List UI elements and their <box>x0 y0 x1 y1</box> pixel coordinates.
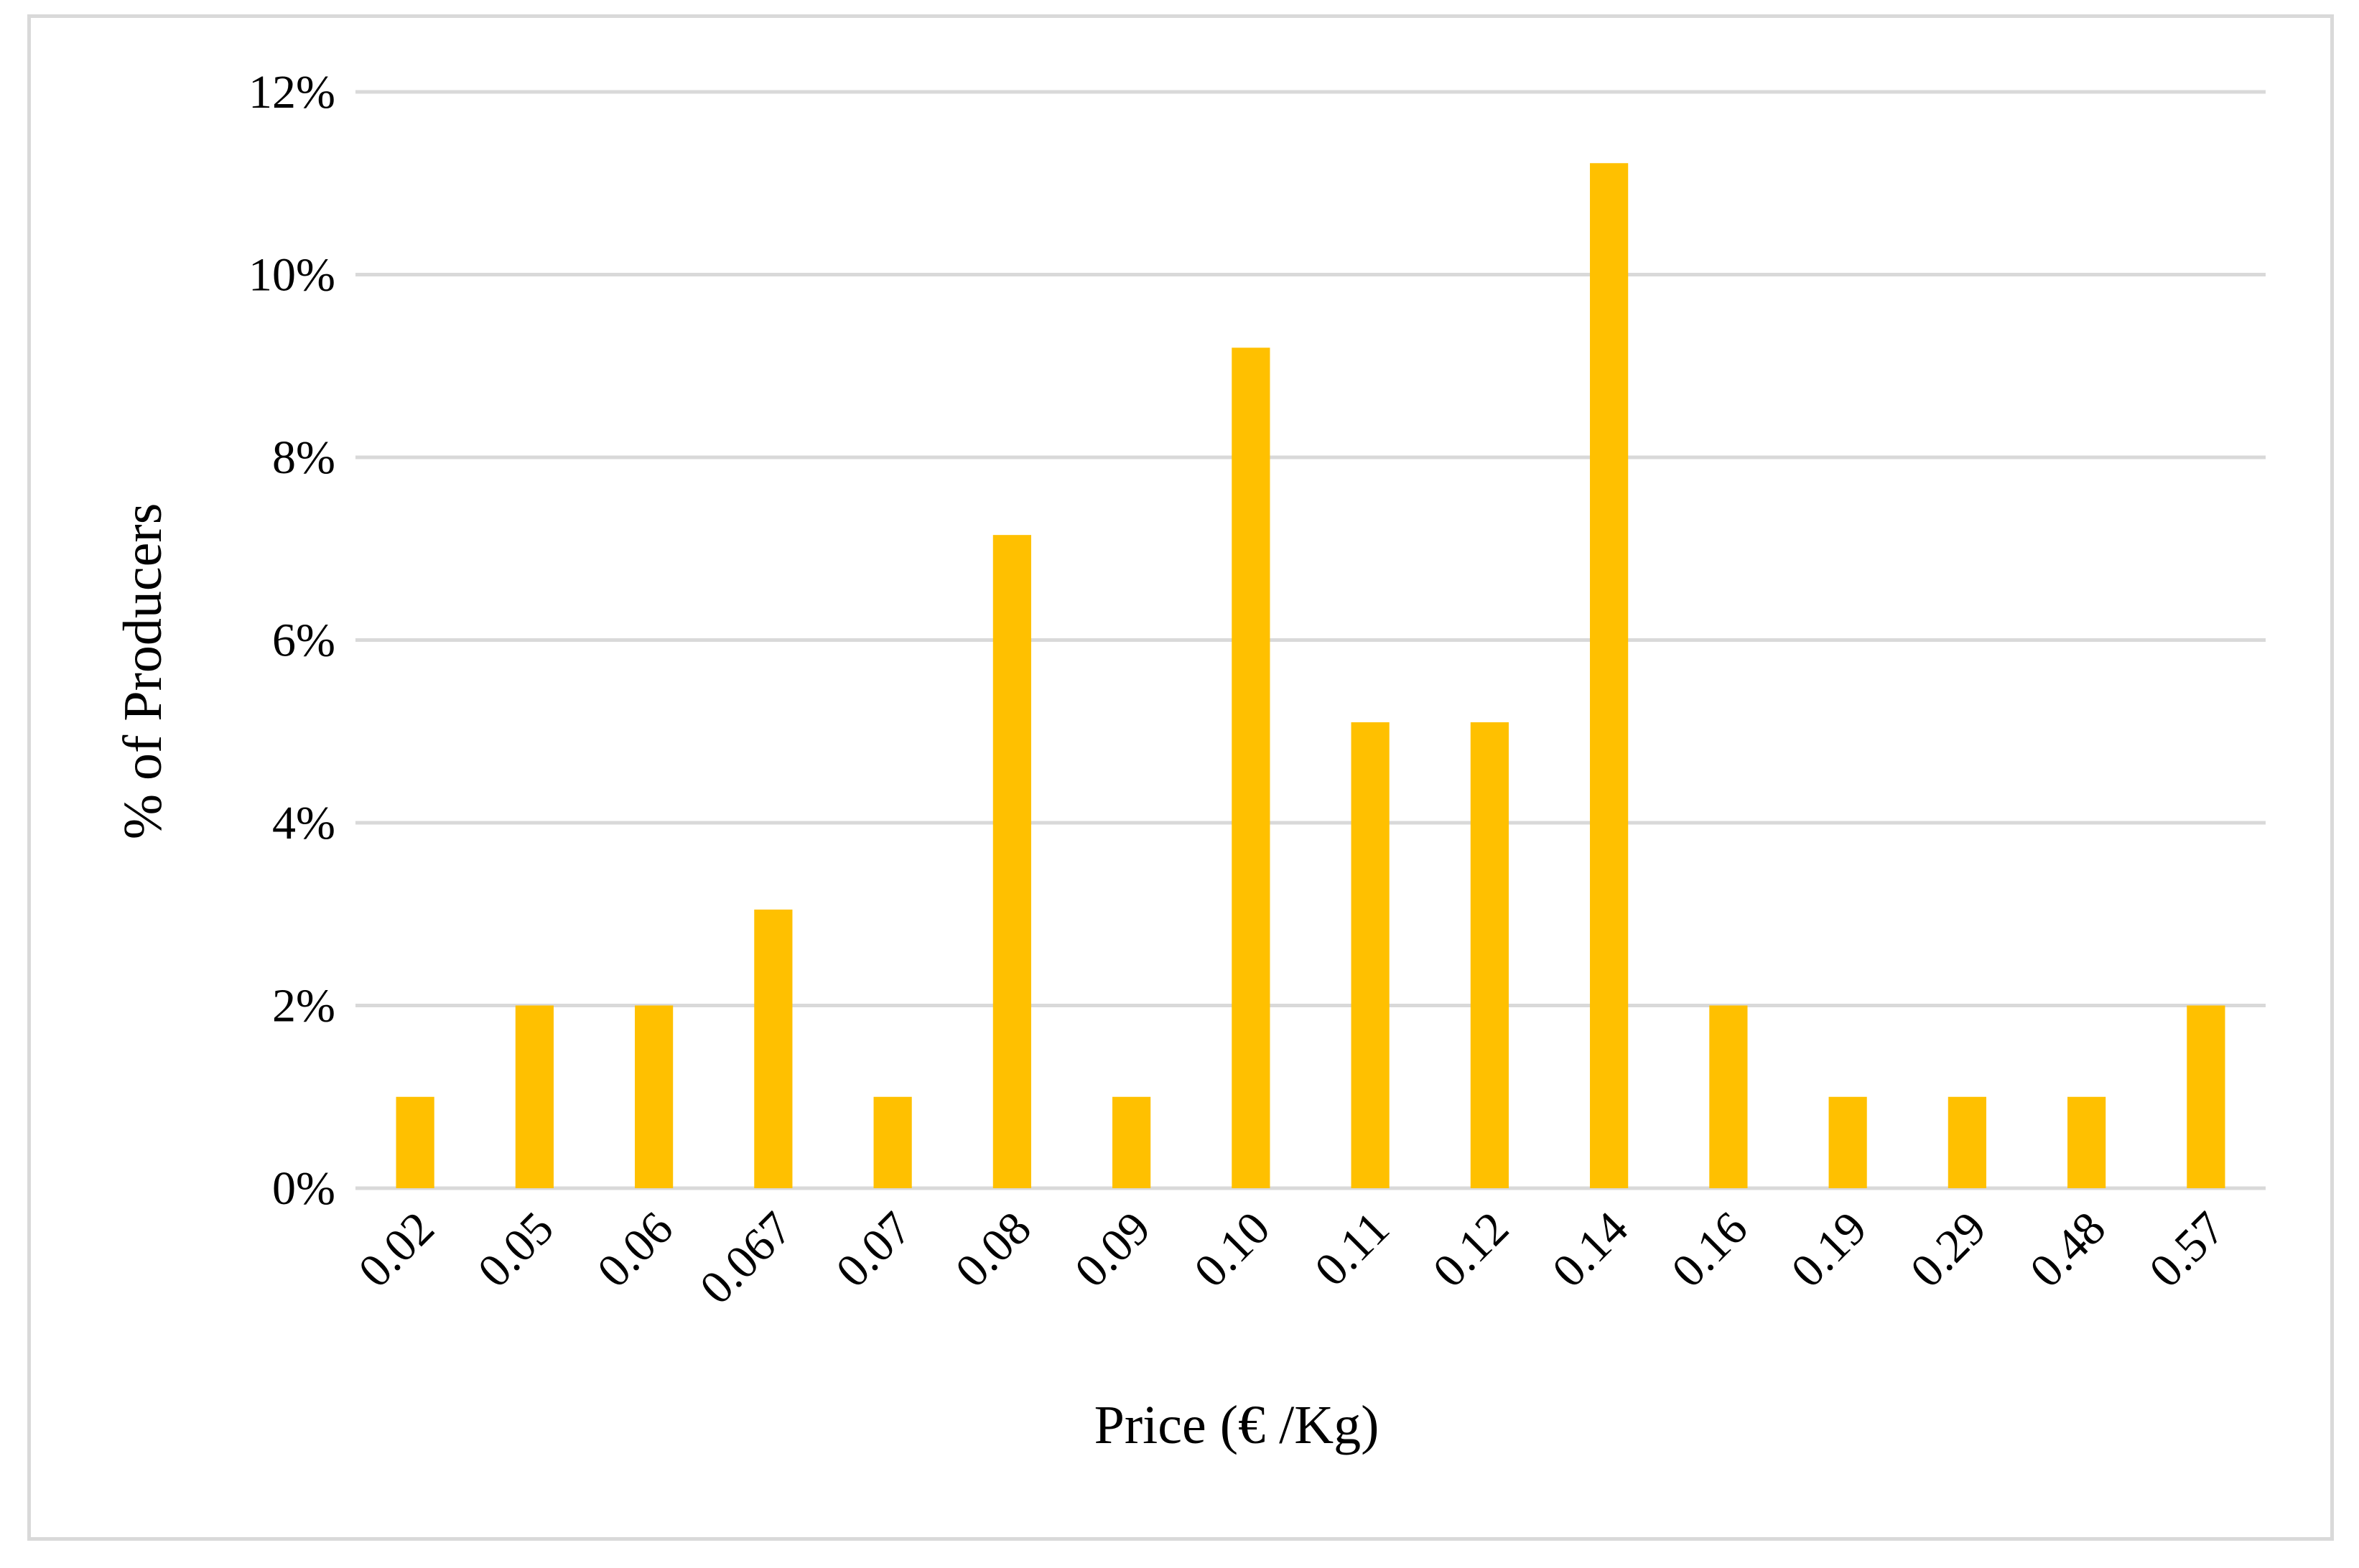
bars <box>396 163 2225 1188</box>
chart-frame <box>27 14 2334 1541</box>
x-tick-label: 0.48 <box>2020 1202 2116 1297</box>
bar <box>396 1096 434 1188</box>
x-tick-label: 0.12 <box>1423 1202 1519 1297</box>
x-axis-ticks: 0.02 0.05 0.06 0.067 0.07 0.08 0.09 0.10 0.11 0.1… <box>348 1202 2235 1315</box>
x-tick-label: 0.06 <box>587 1202 683 1297</box>
y-axis-ticks: 0% 2% 4% 6% 8% 10% 12% <box>248 66 335 1215</box>
bar <box>754 909 793 1188</box>
bar <box>2187 1005 2225 1188</box>
x-tick-label: 0.08 <box>946 1202 1041 1297</box>
x-tick-label: 0.11 <box>1305 1202 1400 1297</box>
x-tick-label: 0.05 <box>468 1202 564 1297</box>
y-tick-label: 8% <box>272 431 335 484</box>
y-tick-label: 12% <box>248 66 335 118</box>
bar <box>1351 722 1390 1188</box>
bar <box>515 1005 554 1188</box>
x-tick-label: 0.57 <box>2139 1202 2235 1297</box>
bar <box>1112 1096 1151 1188</box>
x-tick-label: 0.29 <box>1901 1202 1996 1297</box>
x-tick-label: 0.14 <box>1543 1202 1638 1297</box>
y-tick-label: 4% <box>272 797 335 849</box>
y-tick-label: 6% <box>272 615 335 667</box>
bar <box>873 1096 912 1188</box>
gridlines <box>355 90 2266 1190</box>
bar <box>1590 163 1629 1188</box>
bar <box>1828 1096 1867 1188</box>
y-tick-label: 10% <box>248 249 335 302</box>
x-tick-label: 0.067 <box>690 1202 803 1315</box>
y-axis-title: % of Producers <box>113 503 173 840</box>
x-tick-label: 0.09 <box>1065 1202 1160 1297</box>
bar <box>1709 1005 1748 1188</box>
x-axis-title: Price (€ /Kg) <box>1094 1395 1379 1455</box>
x-tick-label: 0.10 <box>1184 1202 1280 1297</box>
bar <box>635 1005 674 1188</box>
bar <box>1948 1096 1986 1188</box>
x-tick-label: 0.16 <box>1662 1202 1757 1297</box>
x-tick-label: 0.07 <box>826 1202 921 1297</box>
bar <box>2067 1096 2106 1188</box>
bar <box>992 535 1031 1188</box>
y-tick-label: 0% <box>272 1162 335 1215</box>
x-tick-label: 0.19 <box>1781 1202 1876 1297</box>
y-tick-label: 2% <box>272 980 335 1032</box>
bar <box>1470 722 1509 1188</box>
bar <box>1232 347 1270 1188</box>
x-tick-label: 0.02 <box>348 1202 444 1297</box>
